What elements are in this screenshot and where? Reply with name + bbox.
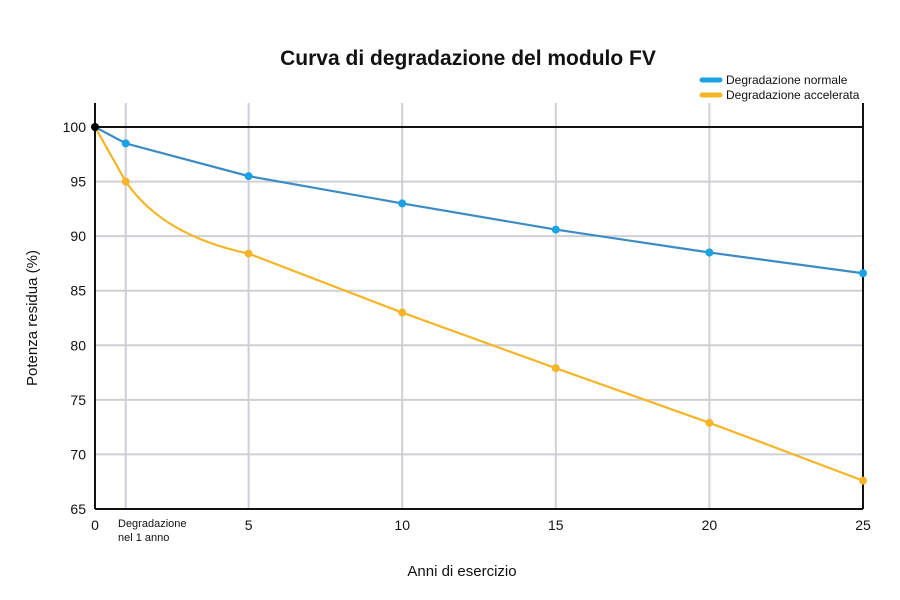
x-annotation-line-1: Degradazione (118, 518, 187, 530)
y-tick-label: 100 (63, 119, 87, 135)
series-line-1 (94, 126, 864, 275)
data-point (859, 269, 867, 278)
x-axis-label: Anni di esercizio (407, 563, 516, 580)
data-point (551, 364, 560, 373)
grid (95, 103, 863, 509)
series-layer (91, 123, 867, 485)
data-point (121, 177, 130, 186)
origin-point (91, 123, 99, 131)
y-axis-label: Potenza residua (%) (24, 250, 41, 386)
y-tick-label: 90 (70, 228, 86, 244)
x-tick-label: 5 (245, 517, 253, 533)
data-point (859, 476, 867, 485)
legend-label: Degradazione normale (726, 73, 848, 87)
series-line-2 (94, 126, 864, 482)
x-tick-label: 25 (855, 517, 871, 533)
tick-labels: 0 5 10 15 20 25 65 70 75 80 85 90 95 100 (63, 119, 871, 533)
data-point (398, 199, 407, 208)
x-tick-label: 15 (548, 517, 564, 533)
y-tick-label: 85 (70, 283, 86, 299)
data-point (398, 308, 407, 317)
data-point (551, 225, 560, 234)
x-tick-label: 10 (394, 517, 410, 533)
chart-title: Curva di degradazione del modulo FV (280, 47, 656, 70)
axes (94, 103, 864, 510)
y-tick-label: 65 (70, 501, 86, 517)
data-point (705, 248, 714, 257)
y-tick-label: 70 (70, 446, 86, 462)
data-point (705, 418, 714, 427)
x-tick-label: 0 (91, 517, 99, 533)
x-annotation-line-2: nel 1 anno (118, 532, 169, 544)
x-annotation: Degradazione nel 1 anno (118, 518, 190, 544)
data-point (121, 139, 130, 148)
y-tick-label: 95 (70, 174, 86, 190)
y-tick-label: 80 (70, 337, 86, 353)
data-point (244, 172, 253, 181)
legend-label: Degradazione accelerata (726, 88, 860, 102)
x-tick-label: 20 (702, 517, 718, 533)
data-point (244, 249, 253, 258)
y-tick-label: 75 (70, 392, 86, 408)
